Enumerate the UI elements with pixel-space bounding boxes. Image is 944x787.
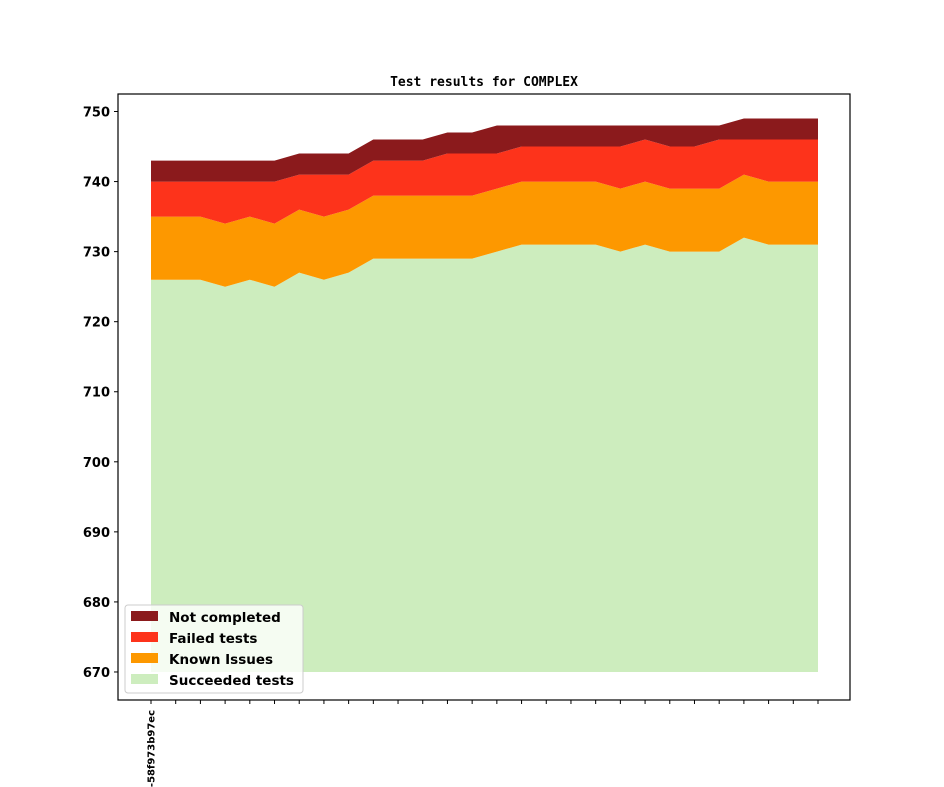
legend-swatch — [131, 674, 158, 684]
area-known-issues — [151, 174, 818, 287]
area-failed-tests — [151, 139, 818, 224]
axes-frame — [117, 93, 851, 701]
legend-label: Known Issues — [169, 652, 273, 668]
y-axis: 670 680 690 700 710 720 730 740 750 — [83, 106, 118, 681]
y-tick-label: 720 — [83, 316, 110, 331]
legend-box — [124, 604, 304, 694]
legend-label: Not completed — [169, 610, 281, 626]
area-layers — [151, 118, 818, 672]
legend-swatch — [131, 653, 158, 663]
y-tick-label: 740 — [83, 176, 110, 191]
legend-swatch — [131, 611, 158, 621]
legend-swatch — [131, 632, 158, 642]
y-tick-label: 670 — [83, 666, 110, 681]
y-tick-label: 690 — [83, 526, 110, 541]
legend-label: Succeeded tests — [169, 673, 294, 689]
x-tick-label: -58f973b97ec — [147, 710, 158, 787]
legend: Not completed Failed tests Known Issues Suc… — [124, 604, 304, 694]
area-not-completed — [151, 118, 818, 182]
x-axis: -58f973b97ec — [147, 700, 819, 787]
y-tick-label: 710 — [83, 386, 110, 401]
y-tick-label: 680 — [83, 596, 110, 611]
area-succeeded-tests — [151, 237, 818, 672]
legend-label: Failed tests — [169, 631, 257, 647]
chart-title: Test results for COMPLEX — [390, 75, 578, 90]
y-tick-label: 700 — [83, 456, 110, 471]
y-tick-label: 730 — [83, 246, 110, 261]
y-tick-label: 750 — [83, 106, 110, 121]
